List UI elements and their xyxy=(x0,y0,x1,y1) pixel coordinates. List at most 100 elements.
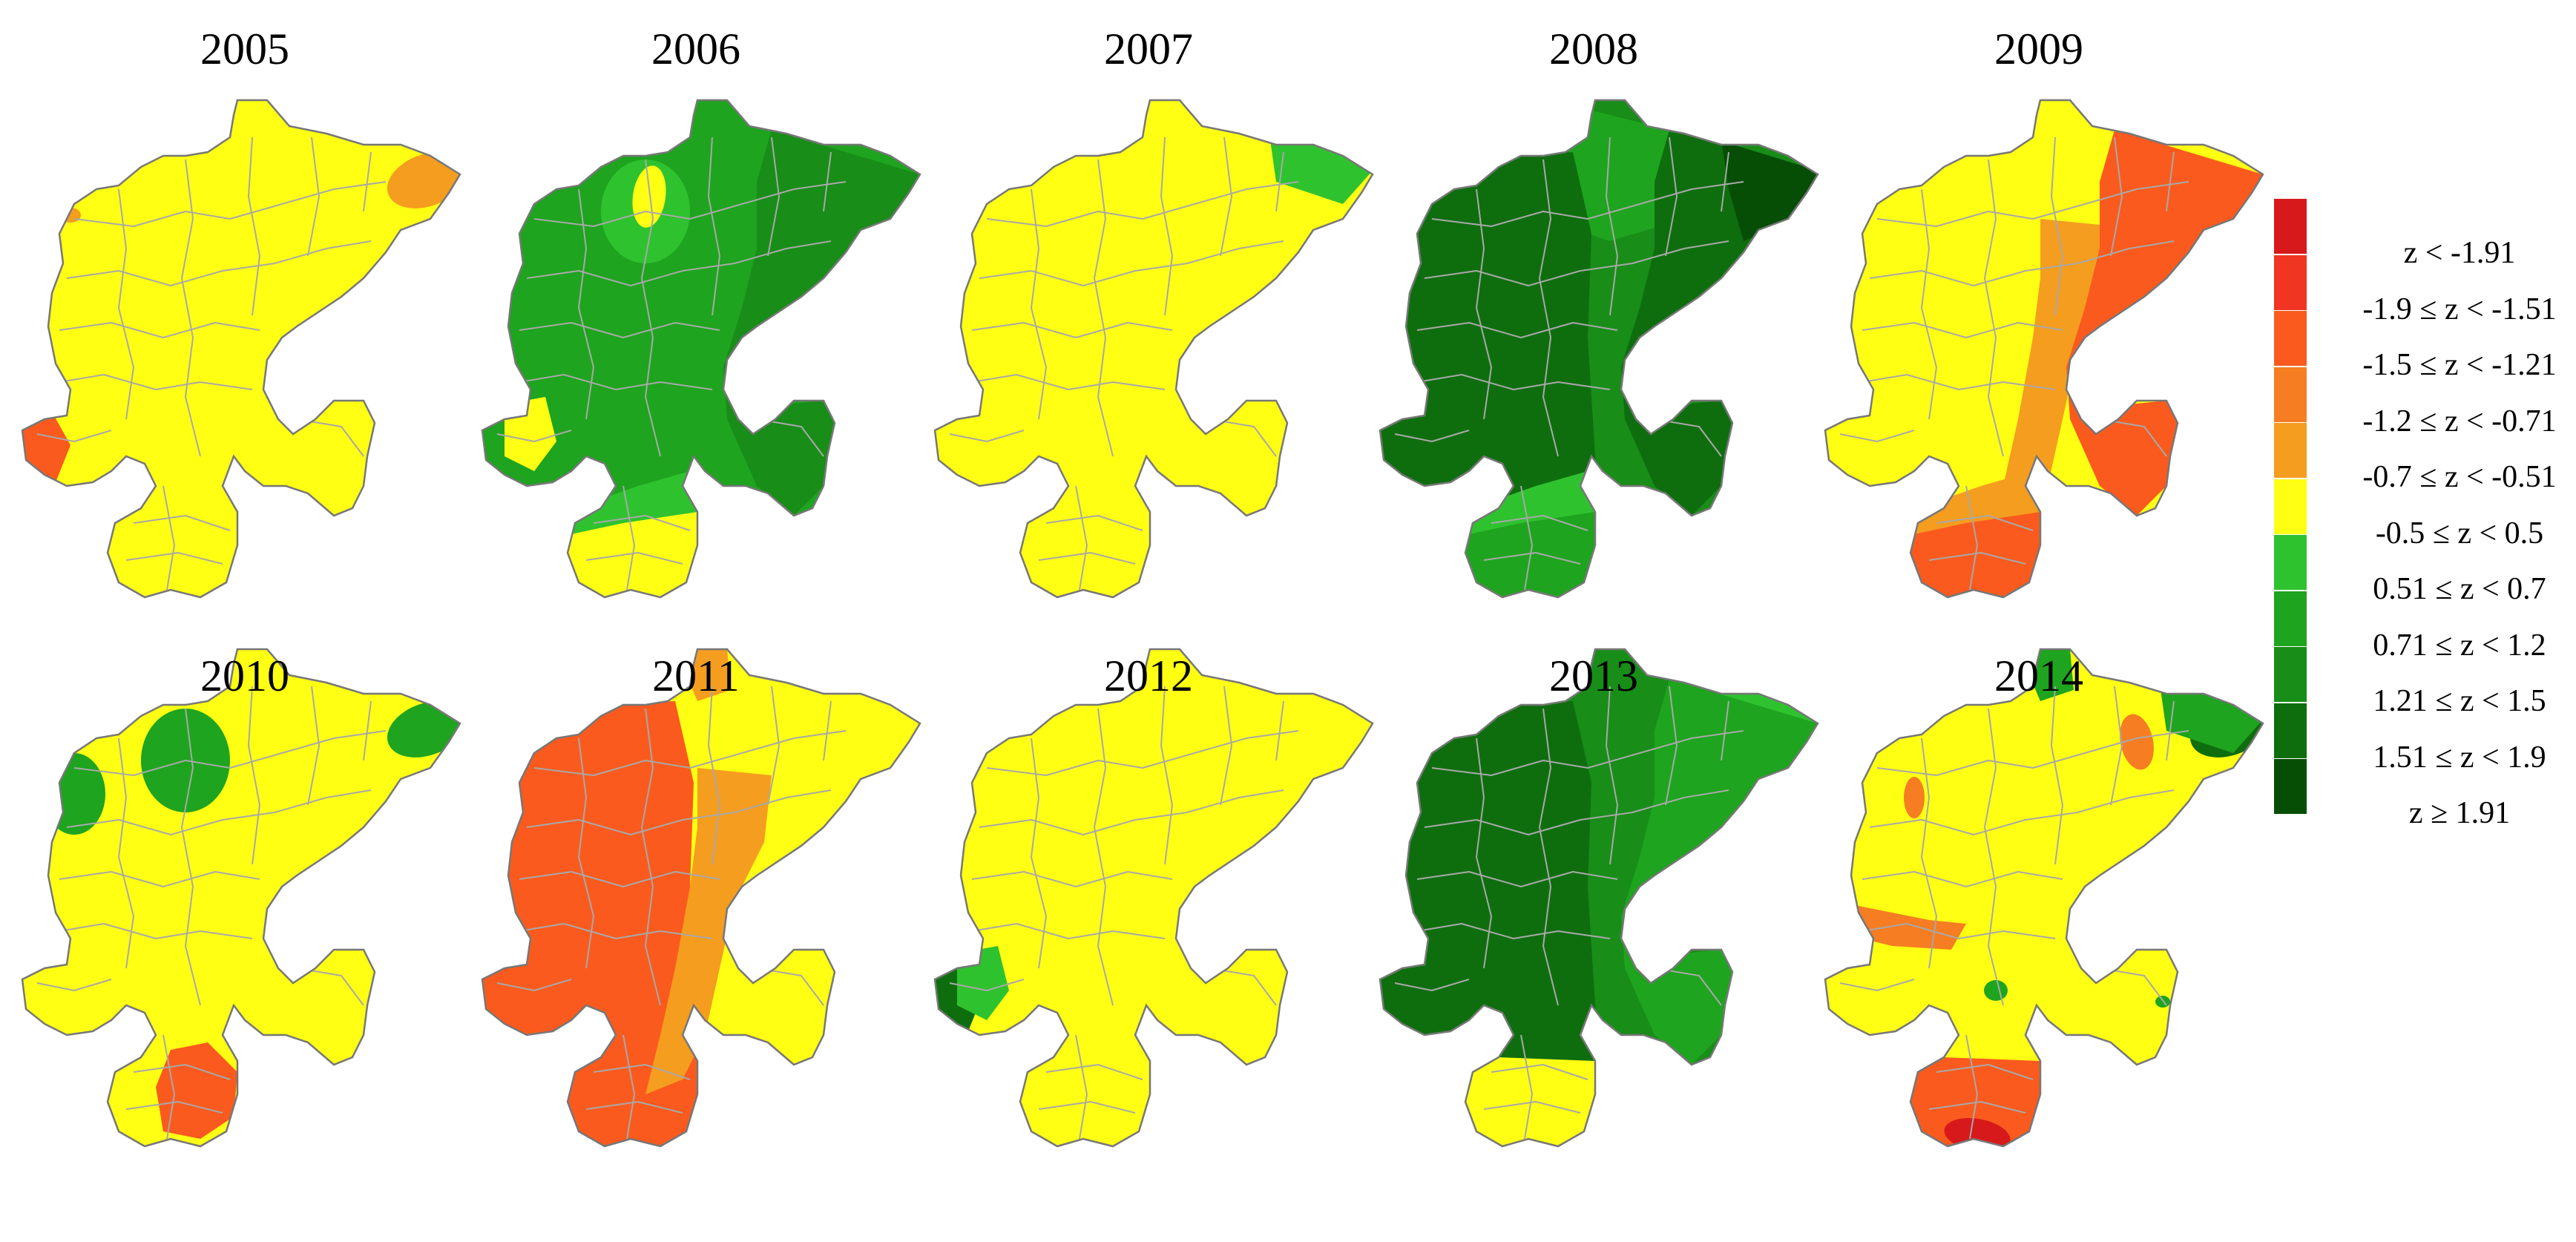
map-2013-district-boundary xyxy=(1424,789,1729,835)
map-2009-district-boundary xyxy=(1839,430,1915,442)
map-2011-district-boundary xyxy=(641,708,661,1006)
legend-label: -0.7 ≤ z < -0.51 xyxy=(2362,460,2557,494)
map-2008-district-boundary xyxy=(1416,374,1611,390)
map-2009-district-boundary xyxy=(1984,159,2004,457)
map-2006-district-boundary xyxy=(767,137,780,257)
map-2008-district-boundary xyxy=(1476,188,1492,420)
year-label-2012: 2012 xyxy=(1104,651,1193,700)
map-2009-district-boundary xyxy=(1862,322,2063,338)
map-2014-outline xyxy=(1824,648,2264,1148)
map-2005-district-boundary xyxy=(59,374,253,390)
map-2008 xyxy=(1379,99,1819,599)
map-2014-zone-ne-top xyxy=(2159,679,2263,753)
map-2006-district-boundary xyxy=(519,322,720,338)
map-2007 xyxy=(933,99,1374,599)
map-2014-district-boundary xyxy=(2110,686,2123,806)
map-2012-district-boundary xyxy=(1275,700,1284,761)
year-label-2008: 2008 xyxy=(1549,24,1638,73)
map-2012-district-boundary xyxy=(1038,1101,1136,1114)
map-2009-district-boundary xyxy=(1921,188,1937,420)
map-2014-district-boundary xyxy=(1839,979,1915,991)
map-2005-district-boundary xyxy=(59,322,260,338)
legend-swatch xyxy=(2274,254,2307,310)
map-2012-district-boundary xyxy=(1094,708,1114,1006)
map-2011-district-boundary xyxy=(519,923,713,939)
map-2007-district-boundary xyxy=(1194,359,1277,383)
map-2008-district-boundary xyxy=(1394,430,1470,442)
map-2012-outline xyxy=(933,648,1374,1148)
map-2008-outline xyxy=(1379,99,1819,599)
legend-swatch xyxy=(2274,199,2307,254)
map-2006-district-boundary xyxy=(823,151,832,212)
map-2006-district-boundary xyxy=(585,552,683,565)
legend-label: 1.21 ≤ z < 1.5 xyxy=(2373,684,2546,718)
legend-label: -0.5 ≤ z < 0.5 xyxy=(2375,516,2544,551)
map-2010-district-boundary xyxy=(181,708,201,1006)
legend-label: 1.51 ≤ z < 1.9 xyxy=(2373,740,2546,775)
legend-label: 0.71 ≤ z < 1.2 xyxy=(2373,628,2546,663)
map-2006-district-boundary xyxy=(593,515,691,531)
legend-label: 0.51 ≤ z < 0.7 xyxy=(2373,572,2546,606)
legend-label: -1.5 ≤ z < -1.21 xyxy=(2362,348,2557,382)
map-2014-district-boundary xyxy=(1928,1101,2026,1114)
legend-swatch xyxy=(2274,647,2307,702)
map-2008-district-boundary xyxy=(1520,485,1533,591)
map-2009-district-boundary xyxy=(1869,240,2175,286)
map-2007-district-boundary xyxy=(1075,485,1088,591)
map-2014-zone-west-band xyxy=(1855,905,1966,950)
map-2009-district-boundary xyxy=(1965,485,1978,591)
map-2012-district-boundary xyxy=(1045,1064,1143,1080)
map-2008-district-boundary xyxy=(1606,137,1618,316)
map-2011-district-boundary xyxy=(585,1101,683,1114)
map-2005-base-fill xyxy=(22,100,460,597)
map-2011-district-boundary xyxy=(593,1064,691,1080)
map-2012-district-boundary xyxy=(971,923,1166,939)
map-2008-district-boundary xyxy=(1539,159,1559,457)
map-2005-district-boundary xyxy=(363,151,372,212)
map-2011-outline xyxy=(481,648,921,1148)
map-2014 xyxy=(1824,648,2264,1148)
map-2008-district-boundary xyxy=(1483,552,1581,565)
map-2013 xyxy=(1379,648,1819,1148)
map-2014-district-boundary xyxy=(2051,686,2063,865)
year-label-2009: 2009 xyxy=(1994,24,2083,73)
map-2011-district-boundary xyxy=(519,871,720,887)
map-2008-district-boundary xyxy=(1639,359,1722,383)
map-2013-district-boundary xyxy=(1721,700,1729,761)
map-2010-district-boundary xyxy=(59,871,260,887)
year-label-2011: 2011 xyxy=(652,651,740,700)
map-2007-zone-ne-top xyxy=(1269,130,1373,204)
map-2010-district-boundary xyxy=(36,979,112,991)
map-2012-district-boundary xyxy=(1220,686,1232,806)
map-2007-outline xyxy=(933,99,1374,599)
map-2007-district-boundary xyxy=(979,240,1284,286)
legend-swatch xyxy=(2274,535,2307,590)
map-2006-zone-south-strip xyxy=(571,471,697,534)
map-2008-district-boundary xyxy=(1721,151,1729,212)
map-2007-district-boundary xyxy=(1275,151,1284,212)
map-2006-district-boundary xyxy=(533,181,847,227)
map-2008-district-boundary xyxy=(1424,240,1729,286)
map-2011-district-boundary xyxy=(578,737,594,969)
map-2007-district-boundary xyxy=(1160,137,1173,316)
year-label-2005: 2005 xyxy=(200,24,289,73)
map-2010-district-boundary xyxy=(162,1034,175,1140)
map-2011 xyxy=(481,648,921,1148)
map-2009-district-boundary xyxy=(2166,151,2175,212)
map-2014-district-boundary xyxy=(1862,871,2063,887)
map-2006-district-boundary xyxy=(741,359,824,383)
map-2012-district-boundary xyxy=(971,871,1173,887)
legend-label: -1.2 ≤ z < -0.71 xyxy=(2362,404,2557,438)
map-2011-district-boundary xyxy=(823,700,832,761)
map-2007-district-boundary xyxy=(949,430,1025,442)
map-2008-district-boundary xyxy=(1665,137,1678,257)
map-2011-district-boundary xyxy=(741,908,824,932)
map-2009-outline xyxy=(1824,99,2264,599)
map-2009-district-boundary xyxy=(2084,359,2167,383)
map-2009 xyxy=(1824,99,2264,599)
map-2005-district-boundary xyxy=(248,137,260,316)
map-2014-district-boundary xyxy=(1876,730,2189,776)
map-2007-district-boundary xyxy=(971,374,1166,390)
map-2010-district-boundary xyxy=(307,686,320,806)
year-label-2007: 2007 xyxy=(1104,24,1193,73)
